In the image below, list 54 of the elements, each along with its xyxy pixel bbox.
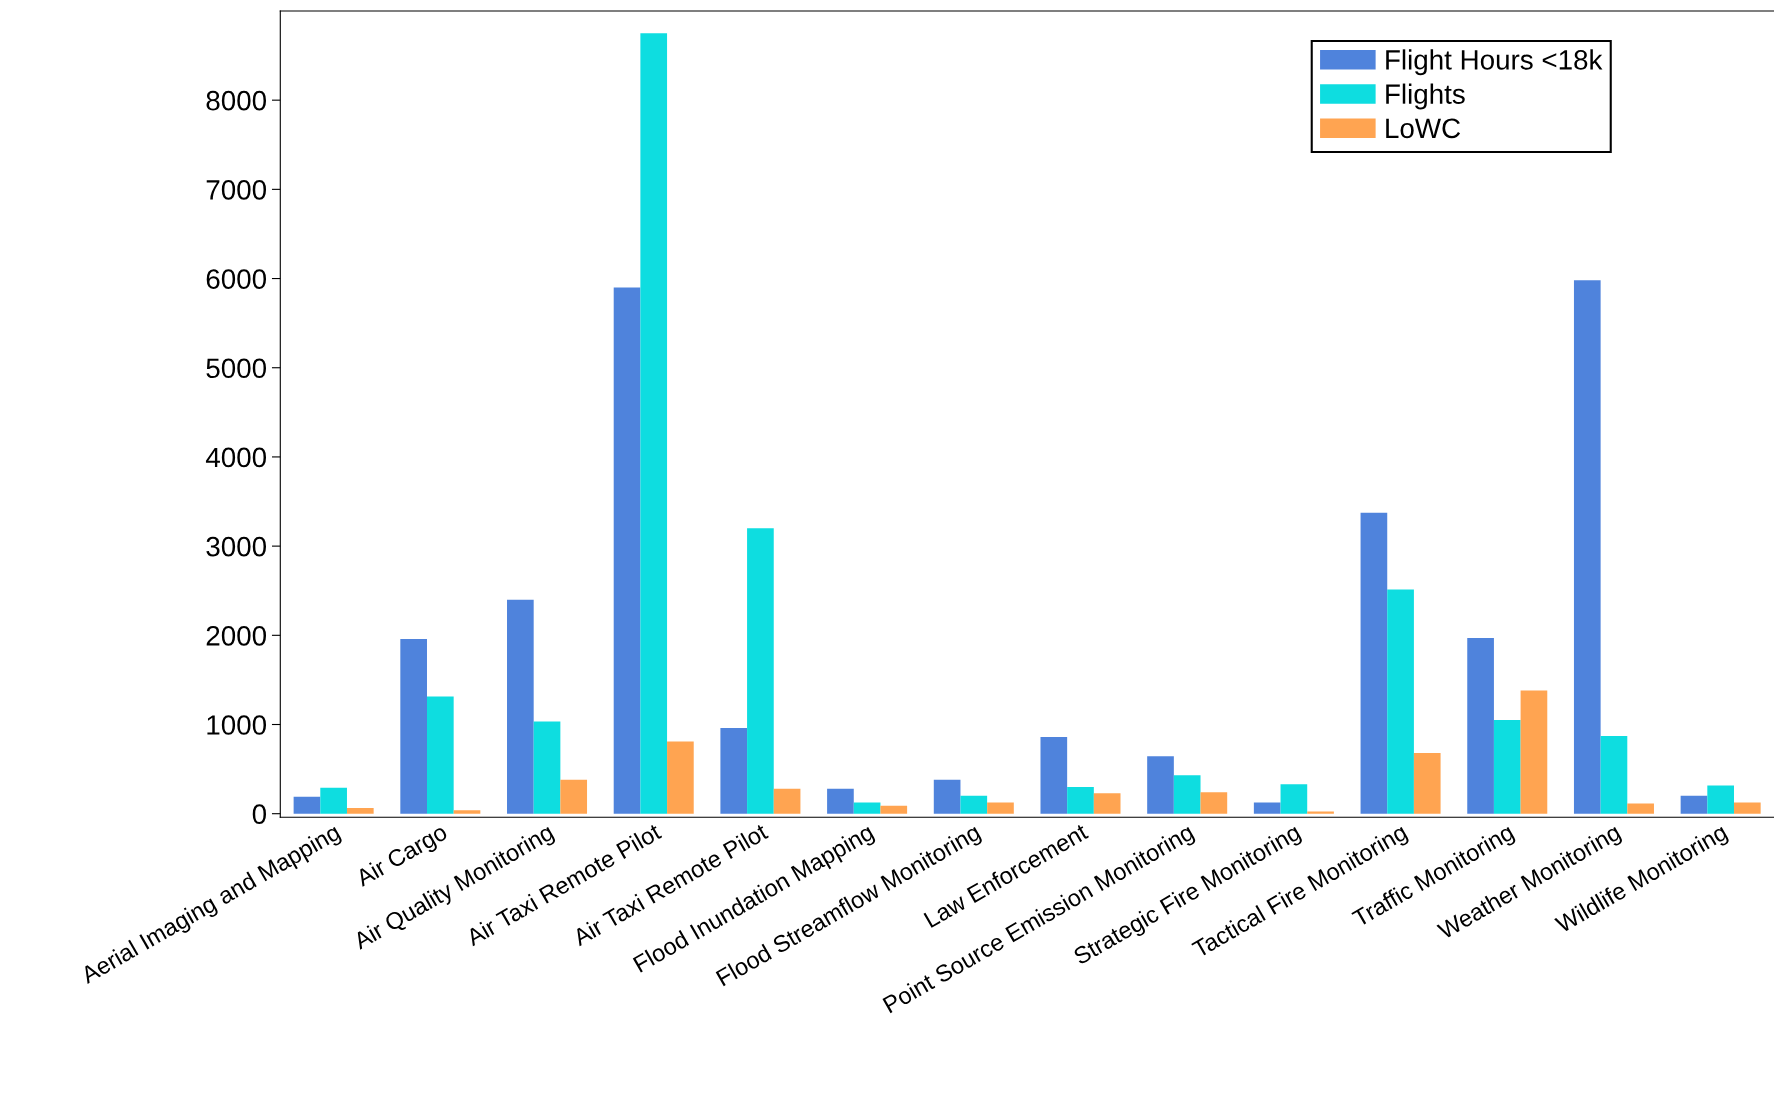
- bar: [1707, 785, 1734, 814]
- bar: [720, 728, 748, 814]
- bar: [667, 741, 694, 814]
- bar: [747, 528, 774, 814]
- bar: [320, 787, 347, 814]
- bar: [346, 808, 374, 814]
- y-tick-label: 0: [252, 804, 267, 825]
- bar: [1520, 690, 1548, 814]
- y-tick-label: 6000: [206, 269, 267, 289]
- bar: [1067, 786, 1094, 814]
- bar: [427, 696, 454, 814]
- bar: [613, 287, 641, 814]
- bar: [507, 599, 534, 814]
- bar: [400, 638, 427, 814]
- bar: [987, 802, 1014, 814]
- bar: [533, 721, 561, 814]
- y-tick-label: 1000: [207, 715, 267, 735]
- y-tick-label: 8000: [206, 90, 267, 111]
- y-tick-label: 7000: [206, 180, 267, 200]
- bar: [1493, 720, 1521, 814]
- y-tick-label: 2000: [206, 625, 267, 646]
- bar: [773, 788, 801, 814]
- bar: [1413, 753, 1441, 814]
- bar: [1467, 637, 1494, 814]
- legend-label: LoWC: [1386, 118, 1461, 139]
- y-tick-label: 5000: [206, 358, 267, 379]
- bar: [1147, 756, 1174, 814]
- y-tick-label: 4000: [205, 447, 267, 468]
- y-tick-label: 3000: [206, 536, 267, 557]
- legend-label: Flights: [1386, 83, 1465, 110]
- bar: [1733, 802, 1761, 814]
- bar: [1680, 795, 1708, 814]
- bar: [1280, 784, 1308, 814]
- bar: [1307, 811, 1334, 814]
- bar: [453, 810, 481, 814]
- bar: [1600, 736, 1628, 814]
- bar: [1173, 775, 1201, 814]
- bar: [293, 796, 321, 814]
- legend-label: Flight Hours <18k: [1386, 49, 1603, 76]
- bar: [560, 779, 588, 814]
- bar: [1200, 792, 1228, 814]
- bar: [1627, 803, 1654, 814]
- bar: [1387, 589, 1414, 814]
- bar: [1360, 512, 1388, 814]
- bar: [960, 795, 988, 814]
- bar: [640, 33, 668, 814]
- bar: [853, 802, 881, 814]
- bar: [1040, 736, 1068, 814]
- bar: [827, 788, 854, 814]
- bar: [1573, 280, 1601, 814]
- bar: [933, 779, 961, 814]
- bar: [880, 805, 908, 814]
- bar: [1253, 802, 1281, 814]
- bar: [1093, 793, 1121, 814]
